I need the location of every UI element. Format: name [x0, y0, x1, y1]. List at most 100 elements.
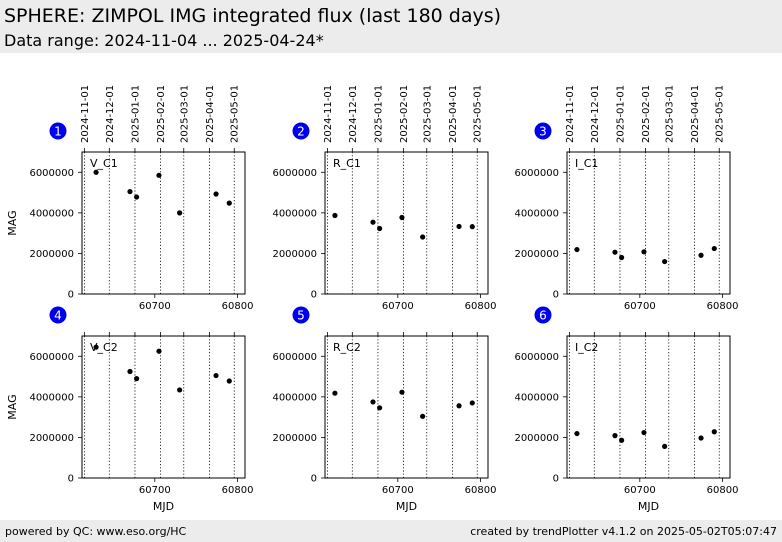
plot-frame	[324, 335, 489, 479]
month-tick-label: 2025-03-01	[422, 85, 433, 143]
month-tick-label: 2025-01-01	[130, 85, 141, 143]
data-point	[332, 212, 338, 219]
y-tick-label: 4000000	[272, 392, 317, 403]
panel-number-badge	[49, 122, 67, 140]
y-tick-label: 0	[68, 474, 74, 485]
panel-number-label: 3	[539, 125, 547, 139]
plot-frame	[324, 151, 489, 295]
data-point	[612, 433, 618, 439]
y-tick-label: 2000000	[514, 433, 559, 444]
data-point	[127, 368, 133, 375]
data-point	[574, 246, 580, 253]
month-tick-label: 2025-04-01	[448, 85, 459, 143]
panel-number-label: 6	[539, 309, 547, 323]
y-tick-label: 4000000	[29, 392, 74, 403]
chart-panel-1: 2024-11-01 2024-12-01 2025-01-01 2025-02-01…	[6, 85, 253, 312]
month-tick-label: 2025-05-01	[473, 85, 484, 143]
data-point	[399, 214, 405, 221]
data-point	[134, 376, 140, 382]
data-point	[370, 399, 376, 405]
y-tick-label: 0	[68, 290, 74, 301]
data-point	[332, 390, 338, 396]
month-tick-label: 2024-11-01	[565, 85, 576, 143]
data-point	[698, 252, 704, 258]
data-point	[641, 429, 647, 436]
data-point	[420, 413, 426, 419]
data-point	[134, 194, 140, 200]
data-point	[619, 437, 625, 443]
x-tick-label: 60700	[624, 485, 656, 496]
month-tick-label: 2025-02-01	[156, 85, 167, 143]
data-point	[226, 200, 232, 206]
footer-credit: powered by QC: www.eso.org/HC	[5, 525, 187, 538]
x-tick-label: 60800	[222, 301, 254, 312]
footer-version: created by trendPlotter v4.1.2 on 2025-0…	[470, 525, 777, 538]
y-tick-label: 2000000	[272, 249, 317, 260]
chart-panel-2: 2024-11-01 2024-12-01 2025-01-01 2025-02-01…	[272, 85, 496, 312]
data-point	[574, 430, 580, 437]
y-tick-label: 6000000	[514, 168, 559, 179]
month-tick-label: 2025-02-01	[641, 85, 652, 143]
y-tick-label: 4000000	[29, 208, 74, 219]
data-point	[420, 234, 426, 240]
y-tick-label: 6000000	[29, 352, 74, 363]
x-tick-label: 60800	[707, 485, 739, 496]
month-tick-label: 2025-05-01	[715, 85, 726, 143]
plot-frame	[81, 335, 246, 479]
data-point	[177, 387, 183, 393]
data-point	[456, 403, 462, 409]
y-tick-label: 2000000	[514, 249, 559, 260]
x-axis-label: MJD	[638, 500, 659, 513]
data-point	[377, 405, 383, 411]
x-axis-label: MJD	[153, 500, 174, 513]
panel-number-label: 4	[54, 309, 62, 323]
y-tick-label: 4000000	[514, 392, 559, 403]
data-point	[662, 258, 668, 265]
y-tick-label: 6000000	[514, 352, 559, 363]
y-tick-label: 0	[311, 290, 317, 301]
data-point	[177, 210, 183, 216]
y-tick-label: 0	[311, 474, 317, 485]
data-point	[456, 223, 462, 230]
data-point	[711, 429, 717, 435]
y-tick-label: 2000000	[272, 433, 317, 444]
month-tick-label: 2025-01-01	[373, 85, 384, 143]
data-point	[156, 348, 162, 354]
month-tick-label: 2025-03-01	[179, 85, 190, 143]
y-tick-label: 0	[553, 290, 559, 301]
panel-number-badge	[49, 306, 67, 324]
panel-number-badge	[292, 122, 310, 140]
data-point	[377, 225, 383, 232]
y-tick-label: 6000000	[29, 168, 74, 179]
data-point	[662, 443, 668, 449]
x-tick-label: 60800	[707, 301, 739, 312]
series-label: I_C1	[575, 157, 598, 170]
data-point	[619, 254, 625, 261]
data-point	[399, 389, 405, 395]
data-point	[370, 219, 376, 225]
x-tick-label: 60800	[465, 301, 497, 312]
data-point	[469, 400, 475, 406]
month-tick-label: 2025-04-01	[205, 85, 216, 143]
data-point	[156, 172, 162, 178]
y-tick-label: 6000000	[272, 352, 317, 363]
series-label: I_C2	[575, 341, 598, 354]
month-tick-label: 2025-03-01	[664, 85, 675, 143]
page-subtitle: Data range: 2024-11-04 ... 2025-04-24*	[4, 31, 324, 50]
data-point	[641, 249, 647, 255]
series-label: R_C1	[333, 157, 361, 170]
y-tick-label: 2000000	[29, 249, 74, 260]
series-label: V_C1	[90, 157, 118, 170]
y-tick-label: 6000000	[272, 168, 317, 179]
series-label: R_C2	[333, 341, 361, 354]
panel-number-label: 2	[297, 125, 305, 139]
month-tick-label: 2025-04-01	[690, 85, 701, 143]
month-tick-label: 2025-02-01	[399, 85, 410, 143]
panel-number-label: 1	[54, 125, 62, 139]
x-tick-label: 60700	[139, 485, 171, 496]
x-axis-label: MJD	[396, 500, 417, 513]
header-bar: SPHERE: ZIMPOL IMG integrated flux (last…	[0, 0, 782, 53]
x-tick-label: 60800	[465, 485, 497, 496]
data-point	[213, 191, 219, 197]
series-label: V_C2	[90, 341, 118, 354]
